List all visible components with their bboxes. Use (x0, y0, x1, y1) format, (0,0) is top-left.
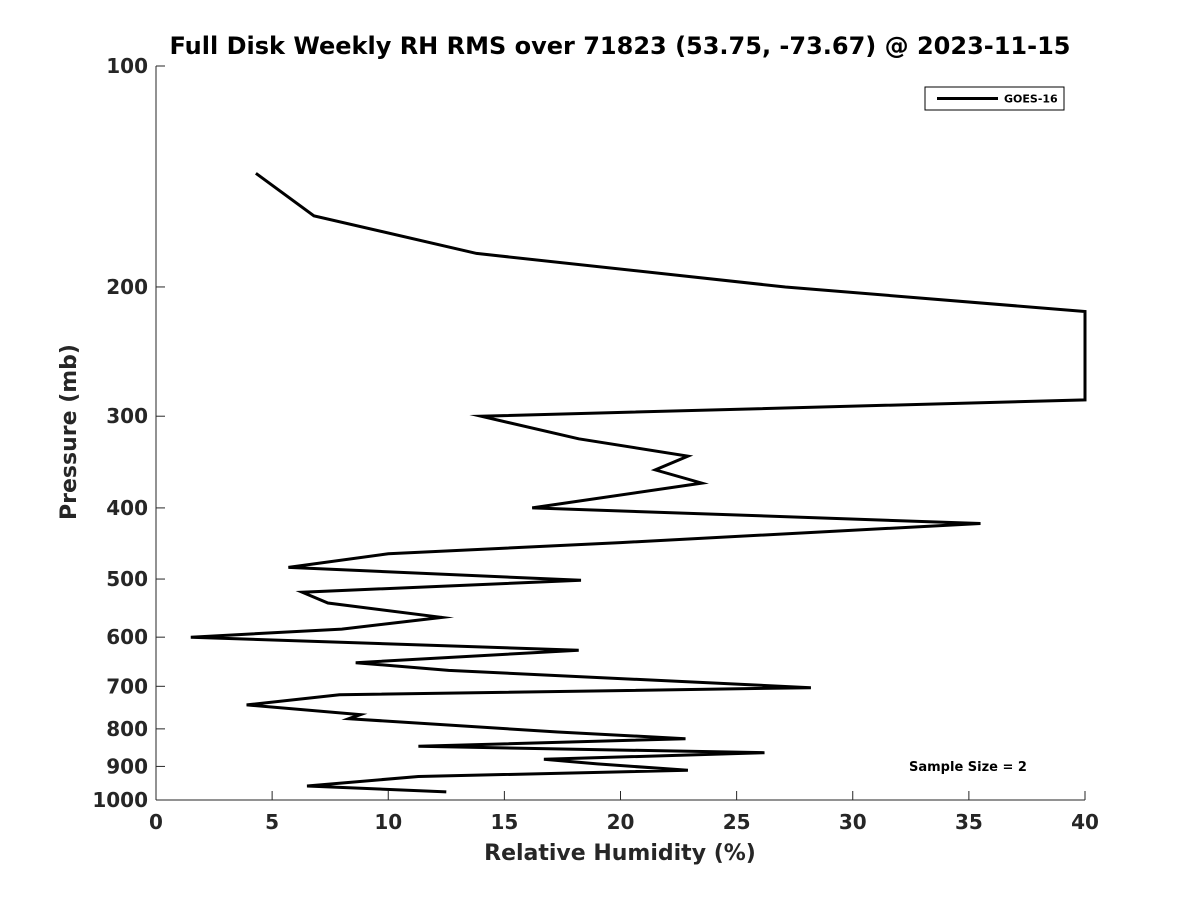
y-tick-label: 200 (106, 275, 148, 299)
axes: 0 5 10 15 20 25 30 35 40 100 200 300 400 500 600 700 800… (92, 54, 1099, 834)
y-tick-label: 300 (106, 404, 148, 428)
x-tick-label: 10 (374, 810, 402, 834)
x-tick-label: 25 (723, 810, 751, 834)
y-tick-label: 500 (106, 567, 148, 591)
series-line-goes-16 (190, 172, 1087, 794)
y-tick-label: 100 (106, 54, 148, 78)
x-tick-label: 5 (265, 810, 279, 834)
y-tick-label: 600 (106, 625, 148, 649)
x-tick-label: 20 (607, 810, 635, 834)
x-tick-label: 30 (839, 810, 867, 834)
legend-label: GOES-16 (1004, 93, 1058, 106)
y-tick-label: 1000 (92, 788, 148, 812)
x-axis-label: Relative Humidity (%) (484, 841, 756, 866)
legend: GOES-16 (924, 86, 1065, 111)
y-axis-label: Pressure (mb) (57, 344, 82, 520)
sample-size-annotation: Sample Size = 2 (909, 760, 1027, 775)
y-tick-label: 900 (106, 754, 148, 778)
x-tick-label: 35 (955, 810, 983, 834)
y-tick-label: 800 (106, 717, 148, 741)
x-tick-label: 40 (1071, 810, 1099, 834)
plot-area (190, 172, 1087, 794)
x-tick-label: 15 (490, 810, 518, 834)
y-tick-label: 700 (106, 674, 148, 698)
y-tick-label: 400 (106, 496, 148, 520)
x-tick-label: 0 (149, 810, 163, 834)
chart-title: Full Disk Weekly RH RMS over 71823 (53.7… (169, 32, 1070, 60)
